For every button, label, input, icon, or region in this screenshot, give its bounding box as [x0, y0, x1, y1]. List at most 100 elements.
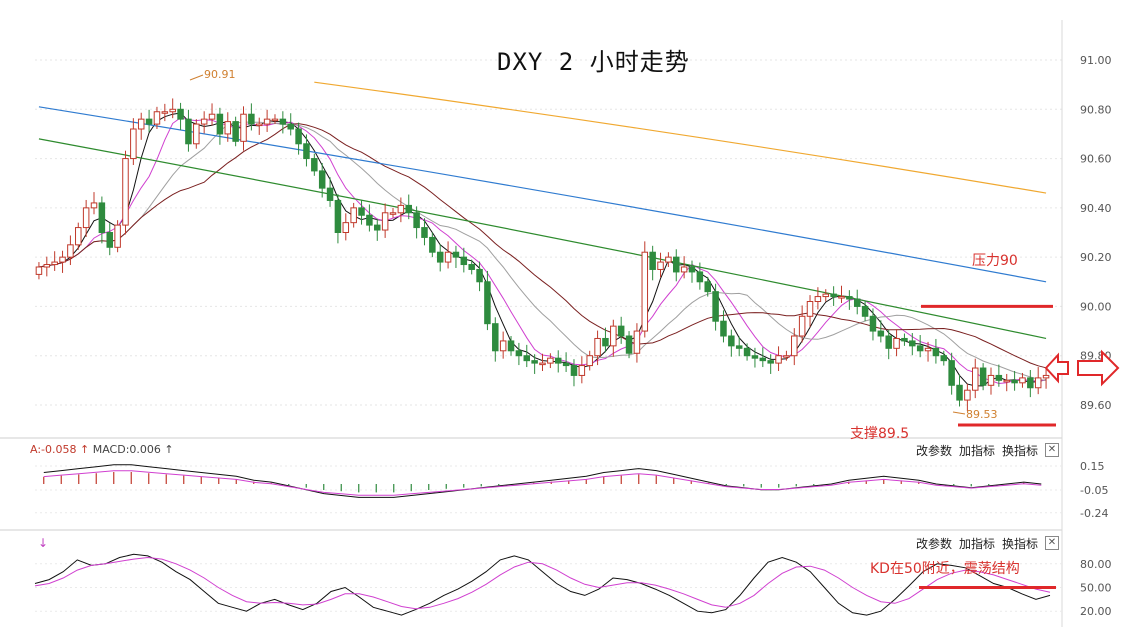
down-arrow-icon: ↓	[38, 536, 49, 550]
candle-body	[853, 298, 861, 307]
candle-body	[137, 118, 145, 130]
candle-body	[130, 128, 137, 160]
candle-body	[82, 207, 90, 229]
candle-body	[861, 305, 869, 317]
candle-body	[279, 118, 287, 125]
candle-body	[554, 357, 562, 364]
candle-body	[295, 128, 302, 145]
candle-body	[1019, 377, 1026, 384]
candle-body	[405, 204, 412, 214]
candle-body	[602, 337, 609, 347]
candle-body	[366, 214, 373, 226]
candle-body	[484, 281, 491, 325]
candle-body	[413, 212, 420, 229]
candle-body	[806, 301, 814, 317]
candle-body	[783, 355, 790, 358]
candle-body	[499, 340, 507, 352]
candle-body	[688, 266, 696, 273]
macd-readout: A:-0.058 ↑ MACD:0.006 ↑	[30, 443, 174, 456]
candle-body	[240, 113, 247, 142]
candle-body	[838, 296, 845, 299]
direction-arrow-icon	[1044, 349, 1120, 387]
candle-body	[263, 118, 271, 125]
up-arrow-icon: ↑	[80, 443, 90, 456]
long-moving-average-line	[38, 138, 1047, 340]
candle-body	[232, 121, 239, 142]
candle-body	[562, 362, 570, 367]
candle-body	[59, 256, 66, 263]
chart-title: DXY 2 小时走势	[497, 48, 690, 76]
candle-body	[43, 264, 51, 268]
change-params-button[interactable]: 改参数	[916, 444, 953, 458]
price-tick-label: 90.20	[1080, 251, 1112, 264]
close-icon[interactable]: ✕	[1045, 443, 1059, 457]
candle-body	[452, 251, 460, 258]
candle-body	[720, 320, 727, 337]
macd-tick-label: -0.05	[1080, 484, 1108, 497]
candle-body	[460, 256, 468, 266]
candle-body	[492, 323, 499, 352]
candle-body	[67, 244, 74, 258]
price-tick-label: 89.60	[1080, 399, 1112, 412]
candle-body	[657, 261, 664, 270]
candle-body	[248, 113, 255, 125]
close-icon[interactable]: ✕	[1045, 536, 1059, 550]
candle-body	[625, 335, 633, 354]
candle-body	[381, 212, 389, 231]
candle-body	[547, 357, 554, 364]
price-tick-label: 90.60	[1080, 153, 1112, 166]
change-params-button[interactable]: 改参数	[916, 537, 953, 551]
candle-body	[767, 360, 774, 364]
candle-body	[633, 330, 641, 354]
macd-tick-label: -0.24	[1080, 507, 1108, 520]
candle-body	[948, 360, 955, 386]
candle-body	[342, 222, 350, 233]
left-arrow-icon	[1044, 352, 1069, 384]
long-moving-average-line	[314, 81, 1047, 194]
candle-body	[255, 123, 263, 127]
candle-body	[271, 118, 279, 122]
candle-body	[570, 365, 578, 376]
candle-body	[169, 108, 176, 113]
candle-body	[389, 212, 397, 215]
price-tick-label: 90.40	[1080, 202, 1112, 215]
candle-body	[185, 118, 192, 145]
candle-body	[318, 170, 326, 189]
macd-tick-label: 0.15	[1080, 460, 1105, 473]
moving-average-line	[38, 123, 1047, 369]
switch-indicator-button[interactable]: 换指标	[1002, 444, 1039, 458]
switch-indicator-button[interactable]: 换指标	[1002, 537, 1039, 551]
candle-body	[586, 355, 593, 367]
candle-body	[798, 315, 806, 337]
kd-tick-label: 20.00	[1080, 605, 1112, 618]
candle-body	[374, 224, 381, 231]
candle-body	[830, 293, 837, 298]
candle-body	[909, 340, 916, 347]
candle-body	[397, 204, 405, 214]
candle-body	[1034, 377, 1042, 389]
candle-body	[224, 121, 232, 135]
candle-body	[334, 199, 342, 233]
candle-body	[1003, 379, 1010, 383]
add-indicator-button[interactable]: 加指标	[959, 444, 996, 458]
candle-body	[728, 335, 735, 347]
high-label: 90.91	[204, 68, 236, 81]
candle-body	[877, 330, 885, 337]
candle-body	[1011, 379, 1018, 384]
resistance-label: 压力90	[972, 253, 1018, 269]
candle-body	[98, 202, 106, 234]
candle-body	[122, 158, 129, 226]
low-pointer	[952, 411, 966, 415]
candle-body	[145, 118, 153, 125]
candle-body	[436, 251, 444, 263]
candle-body	[893, 337, 900, 349]
candle-body	[791, 335, 798, 357]
candlestick-series	[35, 98, 1050, 411]
add-indicator-button[interactable]: 加指标	[959, 537, 996, 551]
candle-body	[350, 207, 357, 224]
candle-body	[995, 374, 1003, 381]
candle-body	[1042, 374, 1050, 379]
candle-body	[696, 271, 704, 283]
